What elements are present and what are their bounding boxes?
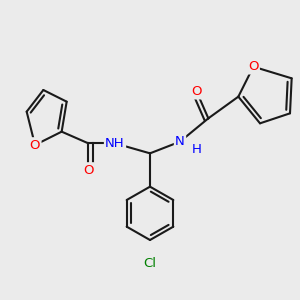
Text: O: O — [83, 164, 94, 176]
Text: Cl: Cl — [143, 257, 157, 270]
Text: H: H — [192, 143, 201, 156]
Text: O: O — [30, 139, 40, 152]
Text: NH: NH — [105, 137, 125, 150]
Text: O: O — [248, 60, 259, 73]
Text: O: O — [191, 85, 202, 98]
Text: N: N — [175, 135, 185, 148]
